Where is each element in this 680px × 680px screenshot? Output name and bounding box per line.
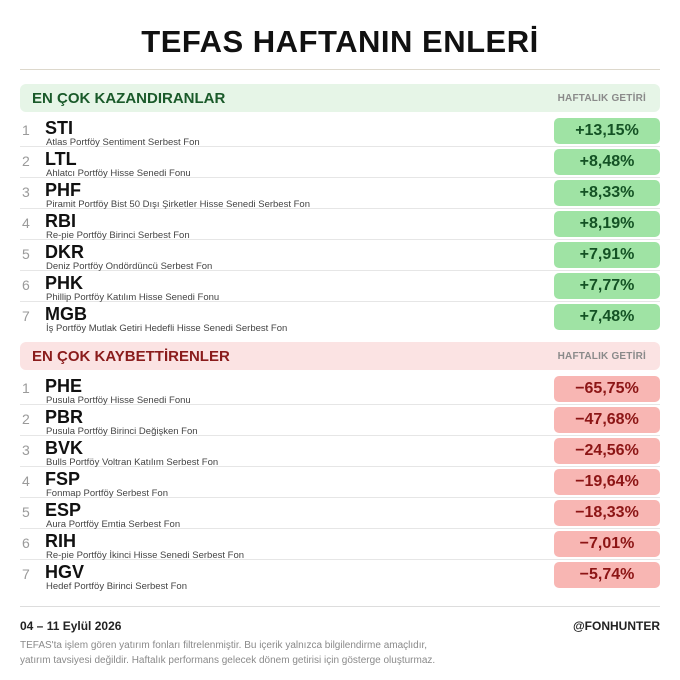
fund-name: Fonmap Portföy Serbest Fon: [46, 488, 168, 499]
disclaimer-line: TEFAS'ta işlem gören yatırım fonları fil…: [20, 640, 428, 651]
fund-code: HGV: [45, 562, 85, 582]
rank-number: 5: [22, 504, 30, 520]
fund-name: İş Portföy Mutlak Getiri Hedefli Hisse S…: [46, 323, 288, 334]
return-badge: −5,74%: [554, 562, 660, 588]
rank-number: 2: [22, 153, 30, 169]
rank-number: 2: [22, 411, 30, 427]
page-title: TEFAS HAFTANIN ENLERİ: [141, 24, 539, 59]
fund-name: Pusula Portföy Birinci Değişken Fon: [46, 426, 198, 437]
losers-title: EN ÇOK KAYBETTİRENLER: [32, 347, 230, 365]
rank-number: 4: [22, 473, 30, 489]
fund-code: RIH: [45, 531, 76, 551]
return-badge: −24,56%: [554, 438, 660, 464]
fund-code: PHK: [45, 273, 84, 293]
return-badge: +7,91%: [554, 242, 660, 268]
gainers-title: EN ÇOK KAZANDIRANLAR: [32, 89, 226, 107]
rank-number: 7: [22, 308, 30, 324]
fund-row: 5 DKR Deniz Portföy Ondördüncü Serbest F…: [20, 240, 660, 272]
fund-row: 3 BVK Bulls Portföy Voltran Katılım Serb…: [20, 436, 660, 468]
disclaimer: TEFAS'ta işlem gören yatırım fonları fil…: [20, 638, 660, 668]
fund-name: Re-pie Portföy İkinci Hisse Senedi Serbe…: [46, 550, 245, 561]
fund-row: 1 STI Atlas Portföy Sentiment Serbest Fo…: [20, 116, 660, 148]
fund-row: 7 MGB İş Portföy Mutlak Getiri Hedefli H…: [20, 302, 660, 334]
fund-name: Hedef Portföy Birinci Serbest Fon: [46, 581, 187, 592]
fund-row: 2 PBR Pusula Portföy Birinci Değişken Fo…: [20, 405, 660, 437]
footer-divider: [20, 606, 660, 607]
rank-number: 6: [22, 277, 30, 293]
fund-name: Aura Portföy Emtia Serbest Fon: [46, 519, 181, 530]
fund-code: PHF: [45, 180, 81, 200]
fund-row: 7 HGV Hedef Portföy Birinci Serbest Fon …: [20, 560, 660, 592]
return-badge: −19,64%: [554, 469, 660, 495]
return-badge: +7,77%: [554, 273, 660, 299]
return-badge: −65,75%: [554, 376, 660, 402]
rank-number: 7: [22, 566, 30, 582]
return-badge: +8,48%: [554, 149, 660, 175]
fund-row: 4 FSP Fonmap Portföy Serbest Fon −19,64%: [20, 467, 660, 499]
fund-code: FSP: [45, 469, 81, 489]
rank-number: 1: [22, 122, 30, 138]
losers-column-label: HAFTALIK GETİRİ: [557, 350, 646, 362]
date-range: 04 – 11 Eylül 2026: [20, 619, 122, 633]
losers-list: 1 PHE Pusula Portföy Hisse Senedi Fonu −…: [20, 374, 660, 592]
fund-code: RBI: [45, 211, 76, 231]
fund-row: 1 PHE Pusula Portföy Hisse Senedi Fonu −…: [20, 374, 660, 406]
fund-code: PBR: [45, 407, 84, 427]
fund-row: 3 PHF Piramit Portföy Bist 50 Dışı Şirke…: [20, 178, 660, 210]
fund-row: 6 PHK Phillip Portföy Katılım Hisse Sene…: [20, 271, 660, 303]
fund-row: 5 ESP Aura Portföy Emtia Serbest Fon −18…: [20, 498, 660, 530]
fund-name: Re-pie Portföy Birinci Serbest Fon: [46, 230, 190, 241]
fund-name: Piramit Portföy Bist 50 Dışı Şirketler H…: [46, 199, 310, 210]
disclaimer-line: yatırım tavsiyesi değildir. Haftalık per…: [20, 655, 436, 666]
fund-row: 2 LTL Ahlatcı Portföy Hisse Senedi Fonu …: [20, 147, 660, 179]
fund-name: Deniz Portföy Ondördüncü Serbest Fon: [46, 261, 213, 272]
fund-row: 6 RIH Re-pie Portföy İkinci Hisse Senedi…: [20, 529, 660, 561]
return-badge: −47,68%: [554, 407, 660, 433]
fund-code: PHE: [45, 376, 83, 396]
fund-name: Pusula Portföy Hisse Senedi Fonu: [46, 395, 191, 406]
fund-code: DKR: [45, 242, 84, 262]
return-badge: −18,33%: [554, 500, 660, 526]
rank-number: 6: [22, 535, 30, 551]
return-badge: +7,48%: [554, 304, 660, 330]
return-badge: +8,19%: [554, 211, 660, 237]
fund-row: 4 RBI Re-pie Portföy Birinci Serbest Fon…: [20, 209, 660, 241]
fund-code: ESP: [45, 500, 82, 520]
rank-number: 5: [22, 246, 30, 262]
rank-number: 1: [22, 380, 30, 396]
gainers-column-label: HAFTALIK GETİRİ: [557, 92, 646, 104]
rank-number: 3: [22, 442, 30, 458]
return-badge: −7,01%: [554, 531, 660, 557]
fund-name: Ahlatcı Portföy Hisse Senedi Fonu: [46, 168, 191, 179]
fund-name: Bulls Portföy Voltran Katılım Serbest Fo…: [46, 457, 219, 468]
rank-number: 3: [22, 184, 30, 200]
account-handle: @FONHUNTER: [572, 619, 660, 633]
fund-name: Atlas Portföy Sentiment Serbest Fon: [46, 137, 200, 148]
gainers-list: 1 STI Atlas Portföy Sentiment Serbest Fo…: [20, 116, 660, 334]
fund-code: LTL: [45, 149, 77, 169]
fund-code: BVK: [45, 438, 84, 458]
return-badge: +13,15%: [554, 118, 660, 144]
fund-name: Phillip Portföy Katılım Hisse Senedi Fon…: [46, 292, 220, 303]
gainers-header: EN ÇOK KAZANDIRANLAR HAFTALIK GETİRİ: [20, 84, 660, 112]
return-badge: +8,33%: [554, 180, 660, 206]
title-divider: [20, 69, 660, 70]
losers-header: EN ÇOK KAYBETTİRENLER HAFTALIK GETİRİ: [20, 342, 660, 370]
fund-code: MGB: [45, 304, 87, 324]
rank-number: 4: [22, 215, 30, 231]
fund-code: STI: [45, 118, 74, 138]
